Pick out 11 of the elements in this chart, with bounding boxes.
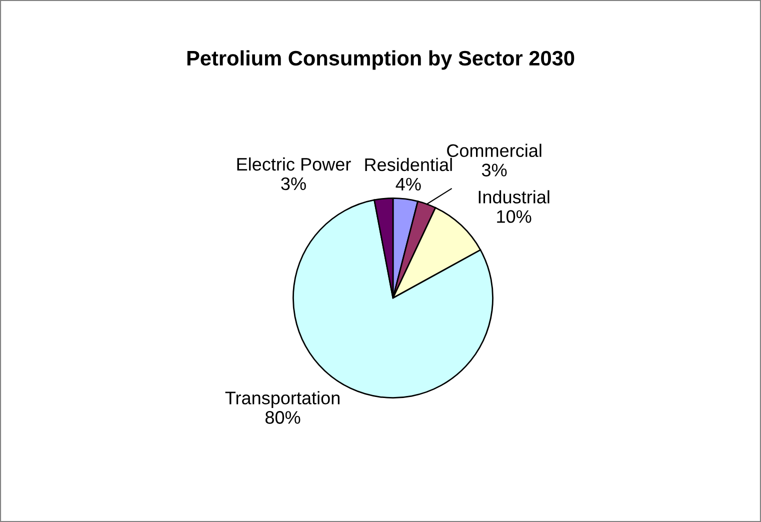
slice-label: Industrial [478,190,550,204]
slice-label: Residential [365,158,452,172]
data-label: 4% [396,178,421,190]
chart-title: Petrolium Consumption by Sector 2030 [187,50,574,70]
slice-label: Transportation [225,391,340,408]
data-label: 10% [497,210,532,223]
slice-label: Electric Power [237,157,351,171]
slice-label: Commercial [447,144,542,158]
data-label: 3% [281,177,306,190]
data-label: 3% [482,164,507,176]
data-label: 80% [265,411,300,424]
